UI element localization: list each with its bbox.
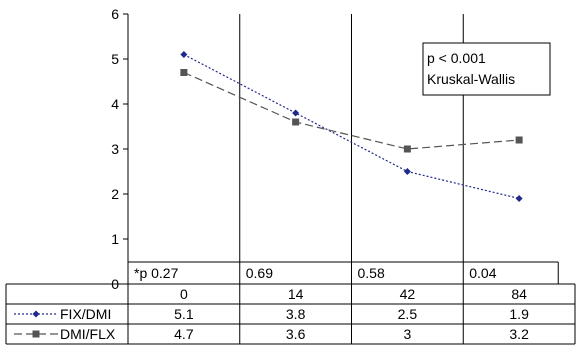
y-tick-label: 6 (111, 6, 119, 22)
data-point (292, 109, 300, 117)
data-label: 3.6 (286, 326, 306, 342)
legend-key-marker (32, 330, 40, 338)
data-point (403, 168, 411, 175)
x-tick-label: 14 (288, 286, 304, 302)
y-tick-label: 5 (111, 51, 119, 67)
legend-key-marker (32, 310, 40, 318)
data-label: 5.1 (174, 306, 194, 322)
x-tick-label: 0 (180, 286, 188, 302)
y-tick-label: 4 (111, 96, 119, 112)
annotation-text: p < 0.001 (427, 50, 486, 66)
legend-label: DMI/FLX (60, 326, 116, 342)
annotation-text: Kruskal-Wallis (427, 71, 515, 87)
x-tick-label: 84 (511, 286, 527, 302)
series-line-1 (183, 53, 520, 200)
y-tick-label: 1 (111, 231, 119, 247)
data-label: 3 (403, 326, 411, 342)
data-point (515, 136, 523, 144)
y-tick-label: 3 (111, 141, 119, 157)
annotation-box (422, 42, 551, 96)
data-point (292, 118, 300, 126)
pvalue-label: 0.04 (469, 265, 496, 281)
data-point (403, 145, 411, 153)
y-tick-label: 2 (111, 186, 119, 202)
x-tick-label: 42 (400, 286, 416, 302)
pvalue-label: 0.69 (246, 265, 273, 281)
data-label: 4.7 (174, 326, 194, 342)
pvalue-label: 0.58 (358, 265, 385, 281)
series-line-2 (183, 71, 520, 150)
pvalue-label: *p 0.27 (134, 265, 179, 281)
data-label: 3.2 (509, 326, 529, 342)
data-label: 2.5 (398, 306, 418, 322)
data-point (515, 195, 523, 202)
data-point (180, 69, 188, 76)
data-label: 1.9 (509, 306, 529, 322)
legend-label: FIX/DMI (60, 306, 111, 322)
data-label: 3.8 (286, 306, 306, 322)
data-point (180, 51, 188, 58)
